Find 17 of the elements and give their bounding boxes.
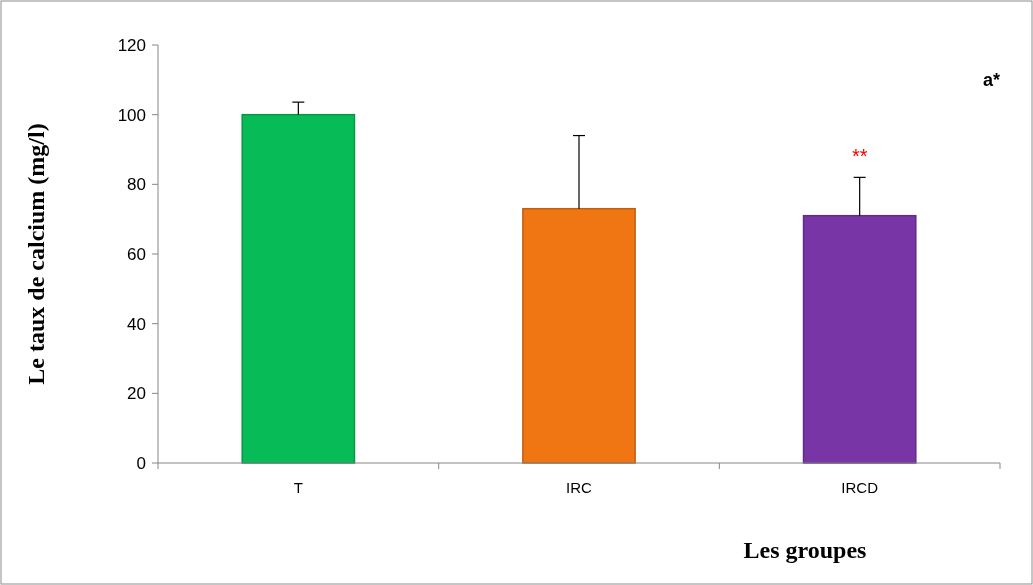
y-tick-label: 0 xyxy=(136,453,146,473)
y-tick-label: 20 xyxy=(127,384,146,404)
y-axis-title: Le taux de calcium (mg/l) xyxy=(23,123,49,385)
y-tick-label: 80 xyxy=(127,175,146,195)
annotation: a* xyxy=(982,70,1000,90)
x-tick-label: T xyxy=(293,479,303,496)
y-tick-label: 100 xyxy=(117,105,146,125)
annotation: ** xyxy=(851,145,868,167)
x-tick-label: IRCD xyxy=(841,479,879,496)
y-tick-label: 40 xyxy=(127,314,146,334)
y-tick-label: 120 xyxy=(117,35,146,55)
bar xyxy=(802,214,917,464)
x-tick-label: IRC xyxy=(566,479,593,496)
x-axis-title: Les groupes xyxy=(743,537,867,563)
bar xyxy=(241,113,356,464)
y-tick-label: 60 xyxy=(127,244,146,264)
bar xyxy=(522,207,636,464)
